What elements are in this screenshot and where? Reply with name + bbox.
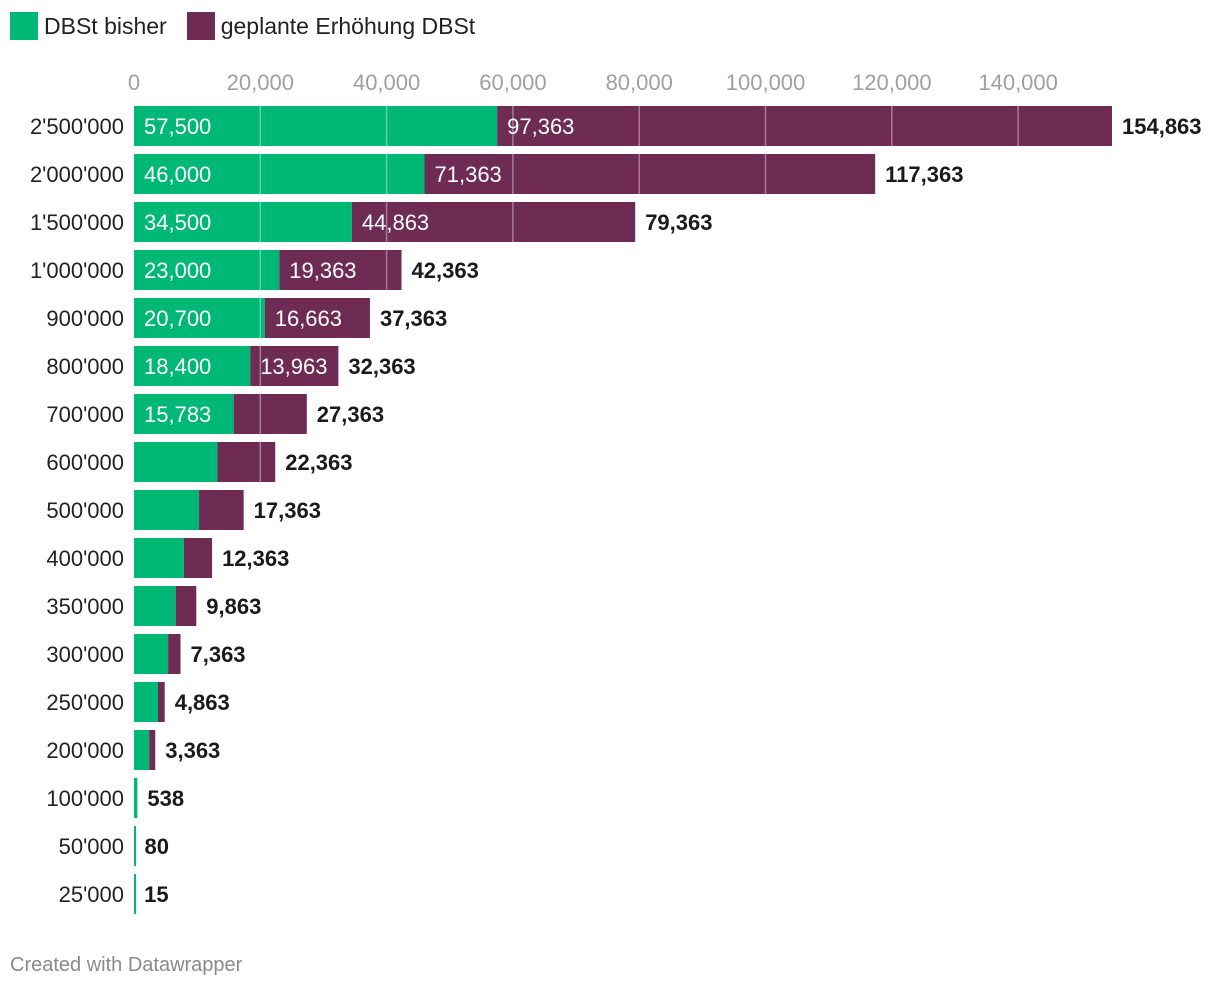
data-label-bisher-2500000: 57,500 (144, 114, 211, 139)
bar-bisher-2000000 (134, 154, 425, 194)
total-label-300000: 7,363 (190, 642, 245, 667)
total-label-900000: 37,363 (380, 306, 447, 331)
data-label-bisher-2000000: 46,000 (144, 162, 211, 187)
total-label-25000: 15 (144, 882, 168, 907)
total-label-400000: 12,363 (222, 546, 289, 571)
total-label-350000: 9,863 (206, 594, 261, 619)
category-label-250000: 250'000 (46, 690, 124, 715)
total-label-700000: 27,363 (317, 402, 384, 427)
bar-erhoehung-1500000 (351, 202, 636, 242)
bar-bisher-600000 (134, 442, 218, 482)
category-label-500000: 500'000 (46, 498, 124, 523)
bar-erhoehung-400000 (183, 538, 213, 578)
total-label-2500000: 154,863 (1122, 114, 1202, 139)
bar-bisher-500000 (134, 490, 200, 530)
bars-group (134, 106, 1112, 914)
data-label-erhoehung-1000000: 19,363 (289, 258, 356, 283)
total-label-2000000: 117,363 (885, 162, 963, 187)
bar-erhoehung-300000 (168, 634, 181, 674)
category-label-2500000: 2'500'000 (30, 114, 124, 139)
data-label-erhoehung-1500000: 44,863 (362, 210, 429, 235)
legend-label-geplante-erhoehung: geplante Erhöhung DBSt (220, 12, 476, 39)
data-label-bisher-700000: 15,783 (144, 402, 211, 427)
category-label-1500000: 1'500'000 (30, 210, 124, 235)
gridlines-group (259, 106, 1019, 914)
bar-erhoehung-2000000 (424, 154, 876, 194)
bar-bisher-2500000 (134, 106, 498, 146)
category-label-200000: 200'000 (46, 738, 124, 763)
x-tick-label: 60,000 (479, 70, 546, 95)
bar-bisher-1500000 (134, 202, 352, 242)
category-label-700000: 700'000 (46, 402, 124, 427)
data-label-erhoehung-2000000: 71,363 (435, 162, 502, 187)
bar-bisher-800000 (134, 346, 251, 386)
legend-label-dbst-bisher: DBSt bisher (44, 12, 167, 39)
bar-bisher-350000 (134, 586, 176, 626)
total-label-200000: 3,363 (165, 738, 220, 763)
category-label-350000: 350'000 (46, 594, 124, 619)
x-tick-label: 0 (128, 70, 140, 95)
bar-erhoehung-600000 (217, 442, 276, 482)
legend: DBSt bisher geplante Erhöhung DBSt (10, 12, 495, 40)
x-tick-label: 120,000 (852, 70, 932, 95)
bar-bisher-1000000 (134, 250, 280, 290)
total-label-500000: 17,363 (254, 498, 321, 523)
bar-erhoehung-200000 (149, 730, 156, 770)
total-label-1000000: 42,363 (412, 258, 479, 283)
x-tick-label: 40,000 (353, 70, 420, 95)
total-label-600000: 22,363 (285, 450, 352, 475)
x-tick-label: 80,000 (606, 70, 673, 95)
bar-erhoehung-900000 (264, 298, 370, 338)
category-label-1000000: 1'000'000 (30, 258, 124, 283)
bar-erhoehung-250000 (157, 682, 165, 722)
data-label-erhoehung-800000: 13,963 (260, 354, 327, 379)
legend-swatch-geplante-erhoehung (186, 12, 215, 40)
bar-chart-plot: 0 20,000 40,000 60,000 80,000 100,000 120,000 1… (30, 70, 1202, 914)
category-label-600000: 600'000 (46, 450, 124, 475)
data-label-bisher-800000: 18,400 (144, 354, 211, 379)
bar-bisher-900000 (134, 298, 265, 338)
bar-bisher-300000 (134, 634, 169, 674)
bar-erhoehung-350000 (175, 586, 197, 626)
bar-erhoehung-500000 (199, 490, 244, 530)
bar-erhoehung-2500000 (497, 106, 1112, 146)
bar-erhoehung-800000 (250, 346, 339, 386)
data-label-bisher-900000: 20,700 (144, 306, 211, 331)
total-label-1500000: 79,363 (645, 210, 712, 235)
bar-erhoehung-700000 (233, 394, 307, 434)
bar-erhoehung-1000000 (279, 250, 402, 290)
legend-item-dbst-bisher: DBSt bisher (10, 12, 167, 40)
bar-bisher-400000 (134, 538, 184, 578)
x-tick-label: 20,000 (227, 70, 294, 95)
x-tick-label: 140,000 (978, 70, 1058, 95)
category-label-900000: 900'000 (46, 306, 124, 331)
bar-bisher-700000 (134, 394, 234, 434)
bar-bisher-25000 (134, 874, 136, 914)
category-label-800000: 800'000 (46, 354, 124, 379)
x-tick-label: 100,000 (726, 70, 806, 95)
legend-swatch-dbst-bisher (10, 12, 38, 40)
bar-bisher-250000 (134, 682, 158, 722)
total-label-250000: 4,863 (175, 690, 230, 715)
category-label-300000: 300'000 (46, 642, 124, 667)
legend-item-geplante-erhoehung: geplante Erhöhung DBSt (186, 12, 476, 40)
total-label-100000: 538 (147, 786, 184, 811)
data-label-erhoehung-900000: 16,663 (275, 306, 342, 331)
data-label-bisher-1000000: 23,000 (144, 258, 211, 283)
footer-credit: Created with Datawrapper (10, 954, 243, 976)
category-label-400000: 400'000 (46, 546, 124, 571)
category-label-50000: 50'000 (59, 834, 124, 859)
data-label-erhoehung-2500000: 97,363 (507, 114, 574, 139)
total-label-50000: 80 (145, 834, 169, 859)
category-label-25000: 25'000 (59, 882, 124, 907)
total-label-800000: 32,363 (348, 354, 415, 379)
data-label-bisher-1500000: 34,500 (144, 210, 211, 235)
category-label-100000: 100'000 (46, 786, 124, 811)
category-label-2000000: 2'000'000 (30, 162, 124, 187)
bar-bisher-50000 (134, 826, 136, 866)
bar-bisher-100000 (134, 778, 138, 818)
bar-bisher-200000 (134, 730, 150, 770)
